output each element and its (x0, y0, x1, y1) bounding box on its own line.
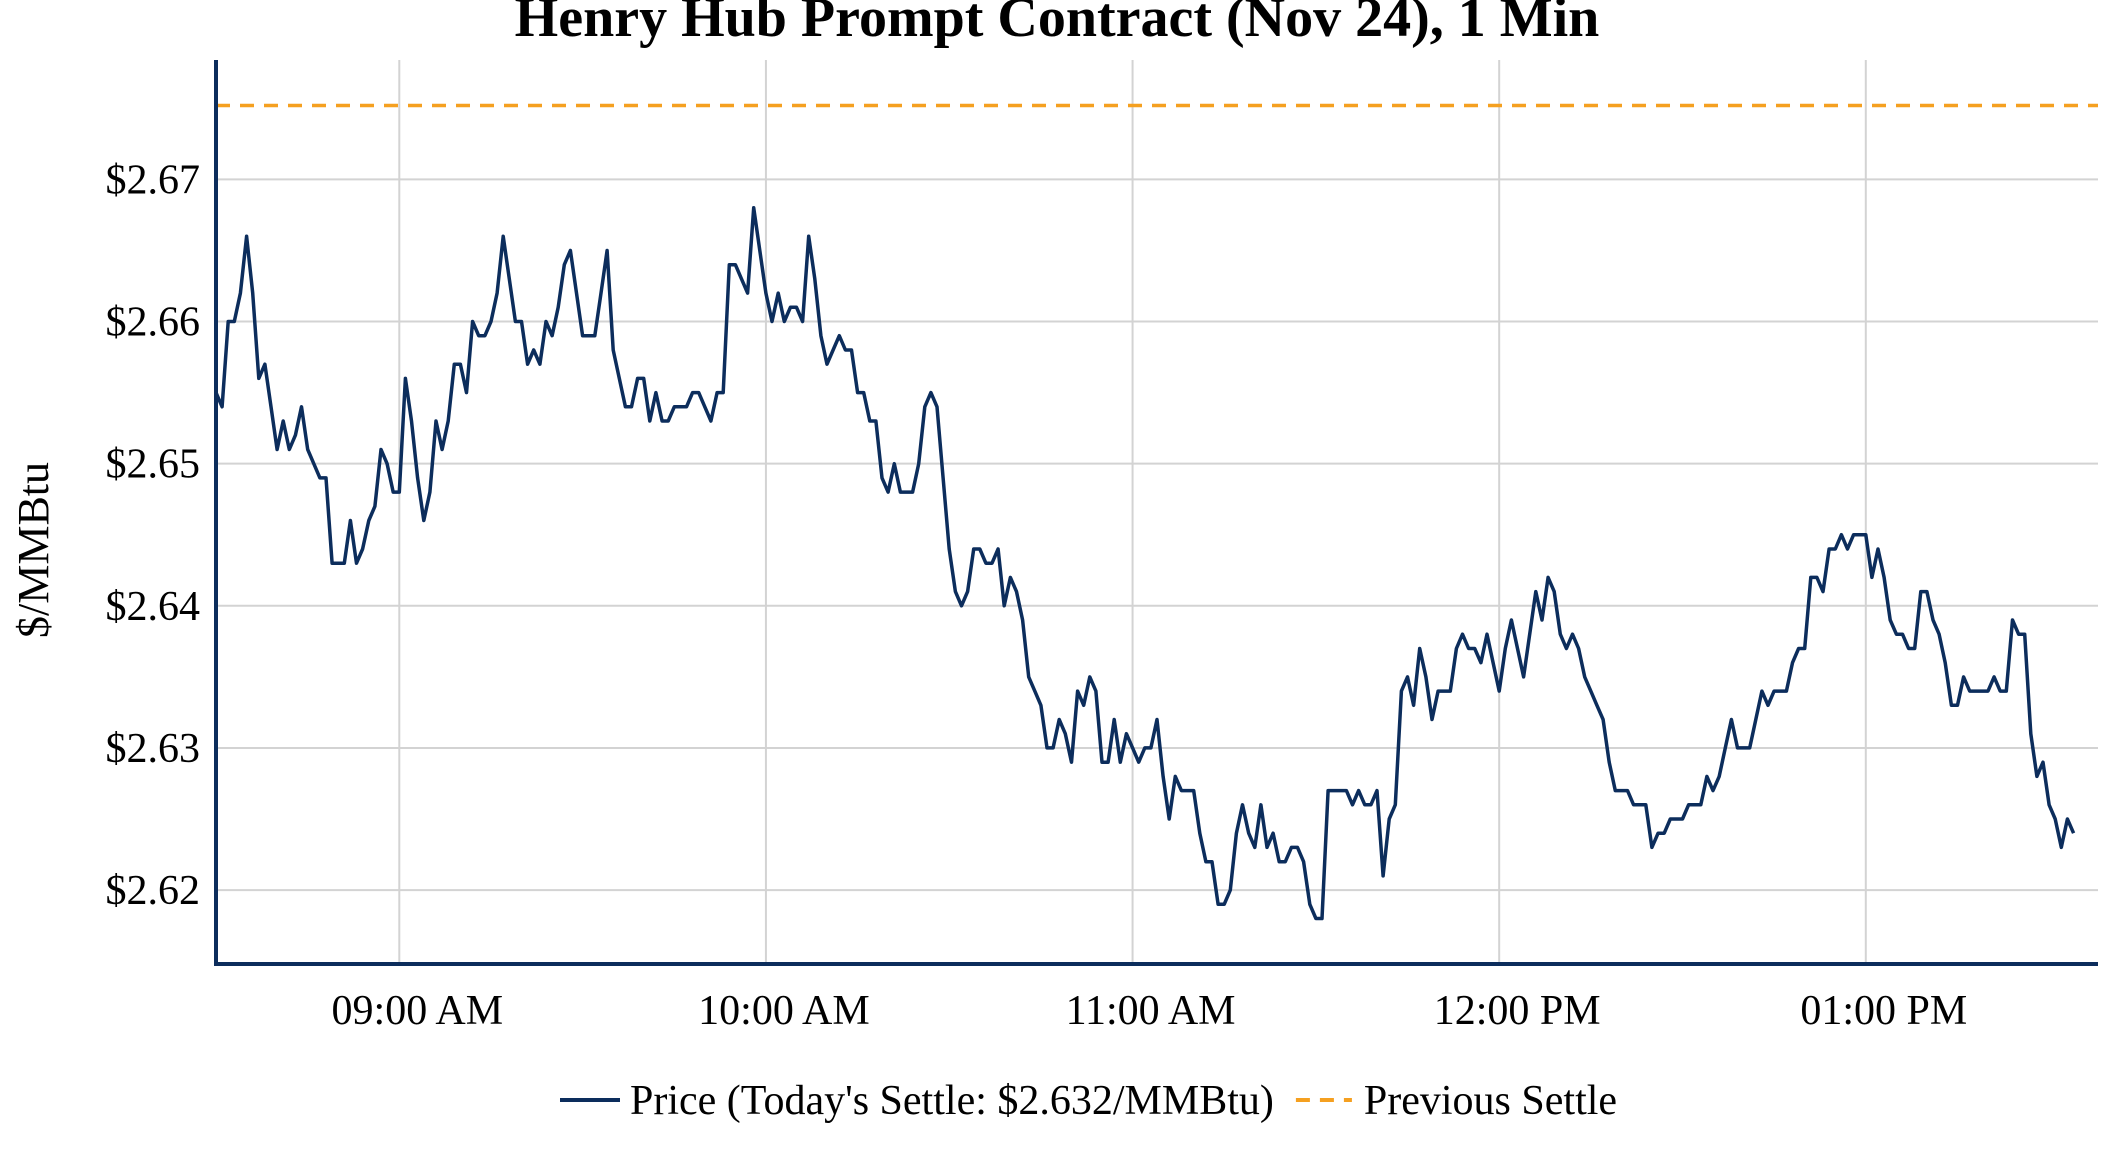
legend: Price (Today's Settle: $2.632/MMBtu) Prev… (560, 1078, 1617, 1124)
price-line (214, 206, 2076, 921)
y-tick-label: $2.67 (106, 157, 201, 203)
chart-title: Henry Hub Prompt Contract (Nov 24), 1 Mi… (515, 0, 1600, 49)
y-tick-label: $2.66 (106, 300, 201, 346)
x-tick-label: 11:00 AM (1066, 988, 1236, 1034)
x-tick-label: 12:00 PM (1434, 988, 1601, 1034)
y-axis-label: $/MMBtu (9, 462, 58, 638)
y-tick-label: $2.63 (106, 726, 201, 772)
y-tick-label: $2.62 (106, 868, 201, 914)
y-axis-ticks: $2.62 $2.63 $2.64 $2.65 $2.66 $2.67 (106, 157, 201, 914)
gridlines (216, 60, 2098, 964)
y-tick-label: $2.65 (106, 442, 201, 488)
plot-area (214, 103, 2098, 921)
x-tick-label: 09:00 AM (332, 988, 504, 1034)
y-tick-label: $2.64 (106, 584, 201, 630)
x-tick-label: 10:00 AM (698, 988, 870, 1034)
x-axis-ticks: 09:00 AM 10:00 AM 11:00 AM 12:00 PM 01:00 PM (332, 988, 1968, 1034)
x-tick-label: 01:00 PM (1800, 988, 1967, 1034)
legend-label-price: Price (Today's Settle: $2.632/MMBtu) (630, 1078, 1274, 1124)
legend-label-settle: Previous Settle (1364, 1078, 1617, 1124)
